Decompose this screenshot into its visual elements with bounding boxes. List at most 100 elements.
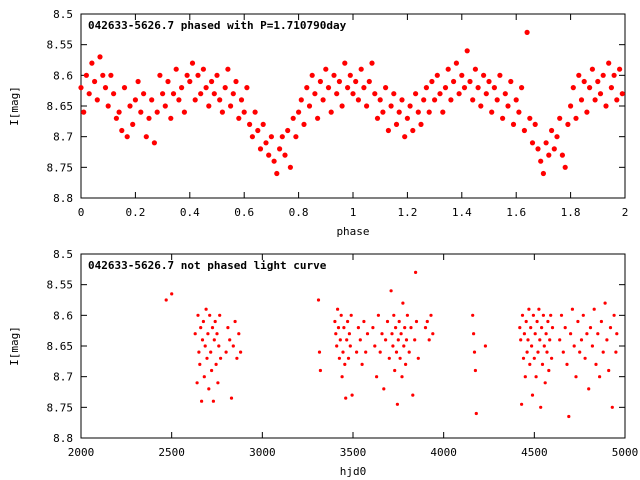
data-point: [338, 338, 342, 342]
data-point: [393, 368, 397, 373]
data-point: [388, 103, 394, 109]
data-point: [335, 344, 339, 348]
data-point: [425, 319, 429, 324]
data-point: [540, 170, 547, 177]
data-point: [316, 298, 321, 302]
data-point: [402, 134, 408, 140]
data-point: [413, 338, 417, 342]
data-point: [592, 97, 598, 103]
data-point: [260, 121, 266, 127]
data-point: [592, 307, 596, 311]
data-point: [532, 121, 538, 127]
data-point: [358, 338, 362, 342]
data-point: [209, 350, 213, 354]
data-point: [519, 338, 523, 342]
data-point: [529, 326, 533, 330]
data-point: [530, 344, 534, 348]
x-tick-label: 4000: [430, 446, 457, 459]
data-point: [407, 103, 413, 109]
data-point: [432, 97, 438, 103]
data-point: [540, 362, 545, 366]
plot-frame: [80, 13, 626, 199]
data-point: [508, 78, 514, 85]
data-point: [543, 381, 547, 385]
data-point: [557, 115, 563, 121]
data-point: [404, 338, 409, 342]
data-point: [189, 60, 196, 66]
y-tick-label: 8.6: [53, 309, 73, 322]
data-point: [199, 326, 203, 330]
data-point: [474, 411, 478, 416]
data-point: [413, 91, 419, 97]
data-point: [603, 103, 609, 109]
data-point: [614, 97, 620, 103]
data-point: [162, 103, 168, 109]
data-point: [170, 292, 174, 296]
data-point: [481, 72, 487, 78]
data-point: [416, 356, 420, 360]
data-point: [513, 97, 519, 103]
data-point: [206, 103, 212, 109]
data-point: [403, 326, 407, 330]
data-point: [196, 313, 200, 317]
data-point: [456, 91, 462, 97]
data-point: [328, 109, 334, 115]
data-point: [157, 72, 163, 78]
data-point: [385, 319, 390, 324]
data-point: [151, 140, 157, 146]
chart-title: 042633-5626.7 not phased light curve: [88, 259, 327, 272]
data-point: [325, 85, 332, 91]
data-point: [217, 97, 223, 103]
data-point: [165, 78, 171, 85]
data-point: [197, 350, 201, 354]
data-point: [551, 146, 557, 152]
data-point: [478, 103, 484, 109]
data-point: [491, 85, 497, 91]
data-point: [211, 399, 215, 403]
data-point: [395, 402, 399, 406]
data-point: [219, 356, 223, 360]
data-point: [399, 97, 405, 103]
data-point: [440, 109, 446, 115]
data-point: [538, 338, 542, 342]
data-point: [203, 85, 209, 91]
data-point: [539, 405, 543, 409]
data-point: [411, 393, 415, 397]
data-point: [198, 362, 202, 366]
data-point: [525, 350, 529, 354]
data-point: [347, 72, 353, 78]
data-point: [494, 97, 500, 103]
data-point: [397, 319, 401, 324]
data-point: [356, 326, 360, 330]
data-point: [116, 109, 122, 115]
data-point: [222, 85, 228, 91]
data-point: [176, 97, 182, 103]
data-point: [229, 396, 234, 400]
data-point: [400, 375, 404, 379]
data-point: [588, 326, 593, 330]
data-point: [247, 121, 253, 127]
data-point: [160, 91, 166, 97]
data-point: [390, 332, 394, 336]
data-point: [244, 85, 250, 91]
data-point: [429, 78, 435, 85]
data-point: [585, 332, 589, 336]
data-point: [94, 97, 100, 103]
data-points: [164, 270, 619, 419]
data-point: [521, 127, 528, 134]
data-point: [448, 97, 454, 103]
data-point: [520, 313, 525, 317]
data-point: [414, 270, 418, 274]
data-point: [195, 381, 199, 385]
data-point: [547, 368, 551, 373]
data-point: [309, 72, 315, 78]
data-point: [606, 60, 612, 66]
data-point: [198, 91, 204, 97]
data-point: [263, 140, 269, 146]
y-tick-label: 8.65: [47, 340, 74, 353]
data-point: [383, 85, 389, 91]
data-point: [415, 109, 421, 115]
data-point: [404, 362, 408, 366]
x-tick-label: 3000: [249, 446, 276, 459]
data-point: [568, 103, 574, 109]
